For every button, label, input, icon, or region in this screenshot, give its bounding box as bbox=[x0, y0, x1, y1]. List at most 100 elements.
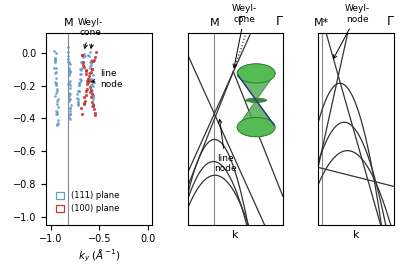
Point bbox=[67, 103, 74, 107]
Point bbox=[80, 55, 86, 59]
Point bbox=[86, 71, 93, 76]
Point bbox=[93, 49, 99, 54]
Point bbox=[89, 77, 95, 81]
Point bbox=[65, 54, 71, 59]
Point bbox=[89, 67, 95, 71]
Point bbox=[77, 77, 83, 81]
Point bbox=[66, 73, 72, 77]
Point bbox=[66, 111, 73, 116]
Point bbox=[54, 122, 60, 126]
Point bbox=[65, 50, 71, 54]
Point bbox=[89, 89, 95, 93]
Point bbox=[90, 84, 96, 88]
Point bbox=[75, 97, 82, 101]
Point bbox=[66, 91, 72, 95]
Point bbox=[90, 101, 96, 106]
Point bbox=[90, 93, 96, 97]
Legend: (111) plane, (100) plane: (111) plane, (100) plane bbox=[52, 188, 122, 217]
Point bbox=[76, 83, 82, 87]
Point bbox=[86, 85, 93, 89]
Point bbox=[80, 53, 86, 57]
Point bbox=[90, 104, 96, 109]
Point bbox=[66, 92, 73, 96]
Point bbox=[83, 93, 90, 97]
Point bbox=[75, 89, 82, 93]
Point bbox=[89, 104, 96, 108]
Point bbox=[89, 100, 96, 104]
Point bbox=[86, 54, 92, 58]
Point bbox=[77, 80, 83, 85]
Point bbox=[66, 82, 73, 87]
Point bbox=[52, 56, 58, 60]
Point bbox=[67, 97, 74, 101]
Point bbox=[74, 100, 81, 104]
Point bbox=[90, 59, 97, 63]
Point bbox=[75, 103, 82, 107]
Point bbox=[88, 90, 94, 94]
Point bbox=[90, 103, 96, 107]
Point bbox=[86, 79, 92, 83]
Point bbox=[86, 50, 93, 54]
Point bbox=[92, 113, 98, 117]
X-axis label: $k_y$ ($\AA^{-1}$): $k_y$ ($\AA^{-1}$) bbox=[78, 247, 120, 264]
Point bbox=[87, 89, 94, 94]
Text: Weyl-
cone: Weyl- cone bbox=[78, 18, 103, 48]
Point bbox=[88, 63, 94, 67]
Text: Γ: Γ bbox=[387, 15, 394, 27]
Ellipse shape bbox=[246, 98, 266, 102]
Point bbox=[65, 60, 71, 64]
Point bbox=[53, 102, 60, 107]
Point bbox=[89, 103, 96, 108]
Point bbox=[52, 83, 59, 88]
Point bbox=[79, 66, 85, 70]
Point bbox=[83, 72, 90, 76]
Point bbox=[76, 72, 83, 76]
Point bbox=[89, 92, 95, 96]
Point bbox=[54, 97, 61, 101]
Point bbox=[67, 106, 73, 110]
Point bbox=[91, 107, 98, 111]
Point bbox=[90, 97, 96, 101]
Point bbox=[83, 68, 89, 72]
Point bbox=[86, 74, 93, 78]
Point bbox=[84, 77, 91, 81]
Point bbox=[89, 59, 96, 64]
Point bbox=[85, 77, 91, 81]
Point bbox=[80, 60, 86, 64]
Point bbox=[75, 100, 81, 104]
Point bbox=[65, 57, 71, 61]
Point bbox=[84, 82, 90, 86]
Point bbox=[84, 87, 90, 91]
Point bbox=[90, 73, 96, 77]
Point bbox=[85, 80, 91, 84]
Point bbox=[66, 112, 73, 116]
Point bbox=[52, 112, 59, 117]
Point bbox=[81, 95, 88, 99]
Text: Γ: Γ bbox=[238, 15, 244, 27]
Text: M: M bbox=[64, 18, 73, 27]
Point bbox=[87, 60, 93, 64]
Point bbox=[79, 52, 86, 57]
Text: M: M bbox=[210, 18, 219, 27]
Point bbox=[51, 65, 57, 70]
Point bbox=[66, 117, 73, 121]
Point bbox=[67, 109, 73, 113]
Point bbox=[66, 97, 72, 101]
Point bbox=[66, 68, 72, 72]
Point bbox=[78, 59, 85, 64]
Point bbox=[87, 58, 94, 62]
Point bbox=[52, 57, 58, 61]
Point bbox=[55, 105, 62, 109]
Point bbox=[89, 67, 95, 71]
Point bbox=[66, 66, 72, 70]
Point bbox=[55, 121, 62, 125]
Point bbox=[89, 78, 96, 82]
Ellipse shape bbox=[237, 64, 275, 83]
Point bbox=[78, 112, 85, 117]
Point bbox=[92, 55, 99, 59]
Point bbox=[90, 95, 97, 99]
Point bbox=[78, 78, 84, 82]
Point bbox=[53, 81, 59, 85]
Point bbox=[88, 87, 94, 91]
Point bbox=[87, 71, 94, 75]
